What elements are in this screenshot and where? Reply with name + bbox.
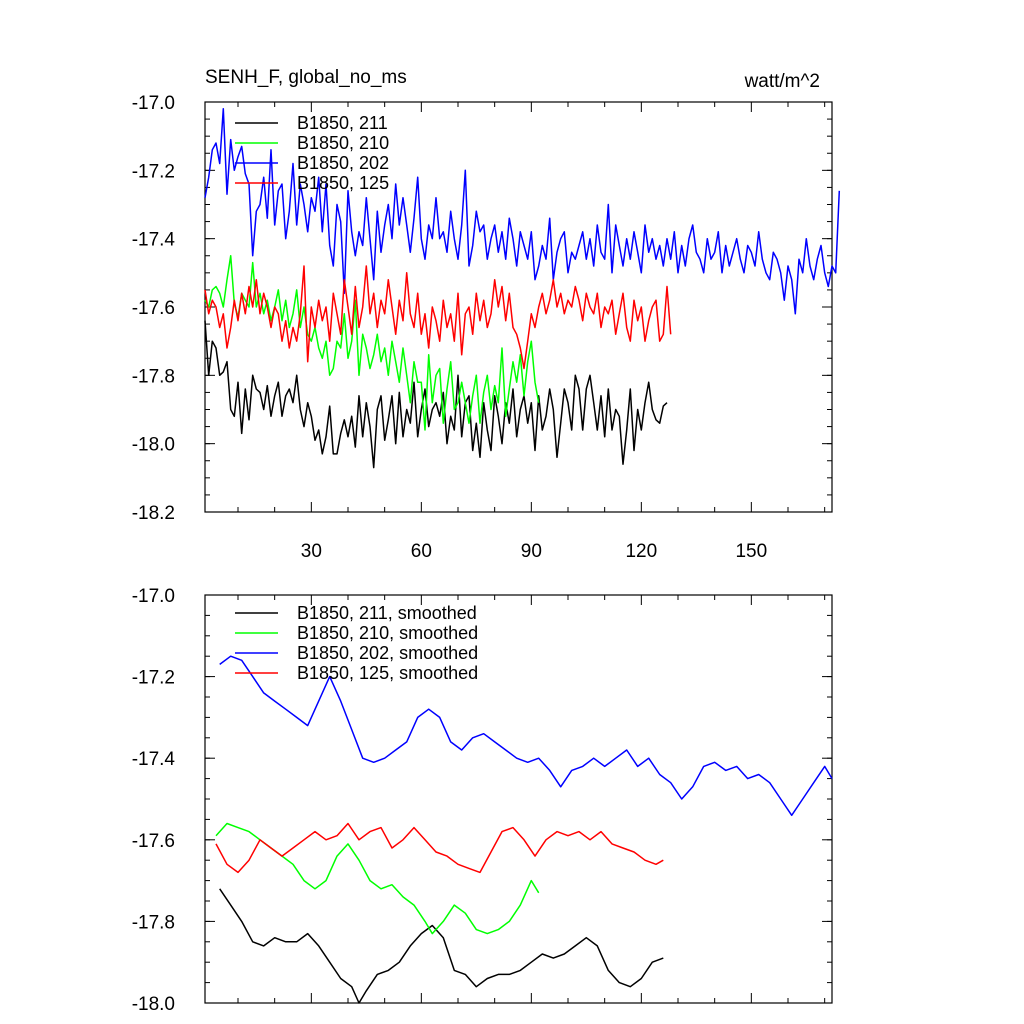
- legend-label: B1850, 202, smoothed: [297, 643, 478, 663]
- legend-label: B1850, 125, smoothed: [297, 663, 478, 683]
- x-tick-label: 120: [625, 541, 657, 562]
- y-tick-label: -17.0: [132, 93, 175, 114]
- legend-label: B1850, 125: [297, 173, 389, 193]
- y-tick-label: -17.6: [132, 831, 175, 852]
- y-tick-label: -17.6: [132, 298, 175, 319]
- legend-label: B1850, 211, smoothed: [297, 603, 477, 623]
- x-tick-label: 60: [411, 541, 432, 562]
- y-tick-label: -18.0: [132, 994, 175, 1015]
- series-line: [204, 265, 672, 370]
- series-line: [219, 888, 664, 1004]
- x-tick-label: 90: [521, 541, 542, 562]
- bottom-panel: -17.0 -17.2 -17.4 -17.6 -17.8 -18.0 B1850, 211…: [132, 586, 833, 1015]
- y-tick-label: -17.8: [132, 366, 175, 387]
- panel-title-left: SENH_F, global_no_ms: [205, 67, 407, 88]
- series-line: [215, 822, 540, 935]
- series-line: [219, 655, 833, 817]
- y-tick-label: -17.0: [132, 586, 175, 607]
- y-tick-label: -17.8: [132, 912, 175, 933]
- series-line: [215, 822, 664, 874]
- y-tick-label: -17.4: [132, 749, 176, 770]
- panel-title-right: watt/m^2: [744, 71, 820, 92]
- x-tick-label: 150: [735, 541, 767, 562]
- legend-label: B1850, 210, smoothed: [297, 623, 478, 643]
- series-line: [204, 108, 841, 315]
- legend-label: B1850, 202: [297, 153, 389, 173]
- x-tick-label: 30: [301, 541, 322, 562]
- y-tick-label: -18.2: [132, 503, 175, 524]
- legend-label: B1850, 211: [297, 113, 388, 133]
- legend-label: B1850, 210: [297, 133, 389, 153]
- y-tick-label: -17.2: [132, 668, 175, 689]
- y-tick-label: -17.2: [132, 161, 175, 182]
- series-line: [204, 254, 540, 431]
- top-panel: -17.0 -17.2 -17.4 -17.6 -17.8 -18.0 -18.2 30 60 9…: [132, 93, 841, 562]
- y-tick-label: -17.4: [132, 230, 176, 251]
- y-tick-label: -18.0: [132, 435, 175, 456]
- series-line: [204, 320, 668, 469]
